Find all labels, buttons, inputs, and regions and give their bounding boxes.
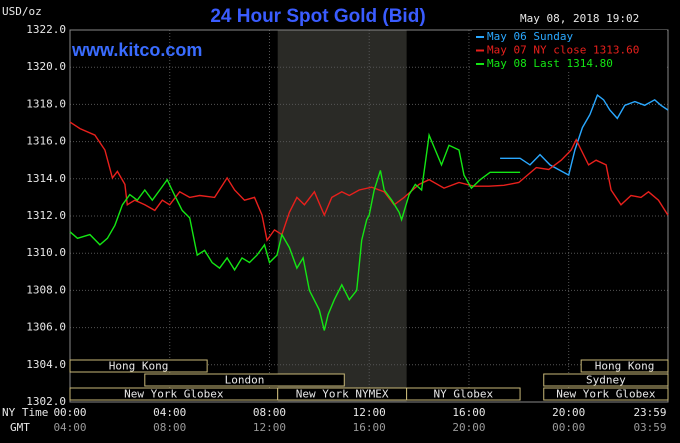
x-tick-label: 04:00 [153,406,186,419]
unit-label: USD/oz [2,5,42,18]
session-bar [144,373,345,387]
x-tick-label: 16:00 [452,406,485,419]
y-tick-label: 1308.0 [26,283,66,296]
y-tick-label: 1312.0 [26,209,66,222]
series-line [69,121,669,242]
plot-frame [69,29,669,403]
y-tick-label: 1306.0 [26,321,66,334]
session-label: Hong Kong [109,360,169,373]
session-shade [277,30,407,402]
session-bar [69,359,208,373]
x-axis-label: NY Time [2,406,48,419]
series-line [500,93,669,177]
x2-tick-label: 04:00 [53,421,86,434]
y-tick-label: 1304.0 [26,358,66,371]
y-tick-label: 1318.0 [26,97,66,110]
x-tick-label: 20:00 [552,406,585,419]
x2-tick-label: 00:00 [552,421,585,434]
y-tick-label: 1320.0 [26,60,66,73]
y-tick-label: 1302.0 [26,395,66,408]
session-label: New York NYMEX [296,388,389,401]
session-bar [406,387,521,401]
legend-label: May 06 Sunday [487,30,573,43]
y-tick-label: 1310.0 [26,246,66,259]
x-tick-label: 12:00 [353,406,386,419]
x-tick-label: 00:00 [53,406,86,419]
x-tick-label: 23:59 [633,406,666,419]
y-tick-label: 1316.0 [26,135,66,148]
session-label: New York Globex [124,388,224,401]
x2-axis-label: GMT [10,421,30,434]
x-tick-label: 08:00 [253,406,286,419]
x2-tick-label: 20:00 [452,421,485,434]
session-label: Sydney [586,374,626,387]
x2-tick-label: 03:59 [633,421,666,434]
legend-box [472,30,667,72]
x2-tick-label: 08:00 [153,421,186,434]
legend-label: May 07 NY close 1313.60 [487,44,639,57]
session-label: London [225,374,265,387]
y-tick-label: 1322.0 [26,23,66,36]
session-bar [580,359,669,373]
y-tick-label: 1314.0 [26,172,66,185]
series-line [69,132,521,331]
x2-tick-label: 12:00 [253,421,286,434]
site-label: www.kitco.com [71,40,202,60]
legend-label: May 08 Last 1314.80 [487,57,613,70]
session-bar [543,387,669,401]
x2-tick-label: 16:00 [353,421,386,434]
timestamp: May 08, 2018 19:02 [520,12,639,25]
session-label: Hong Kong [595,360,655,373]
session-label: New York Globex [556,388,656,401]
session-bar [543,373,669,387]
chart-title: 24 Hour Spot Gold (Bid) [210,6,425,27]
session-label: NY Globex [434,388,494,401]
